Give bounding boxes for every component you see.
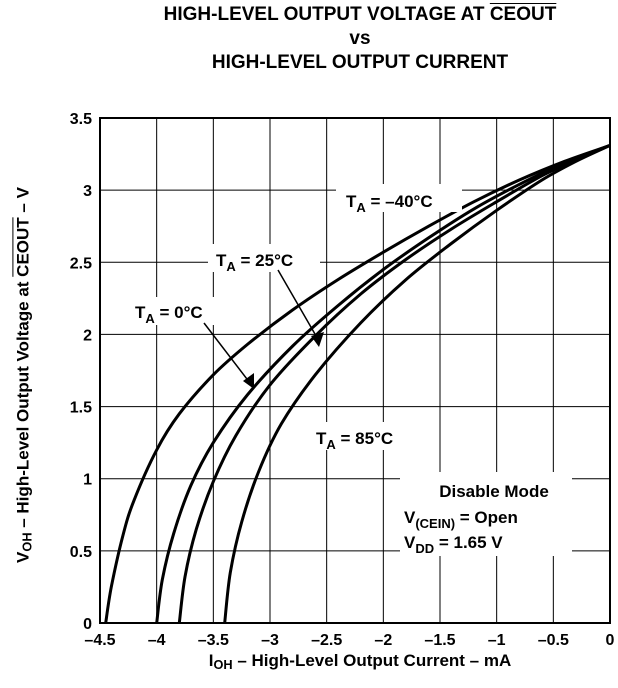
chart-curves xyxy=(104,143,611,624)
x-tick-label: –1.5 xyxy=(424,632,455,649)
series-line-1 xyxy=(155,143,611,624)
x-tick-label: –4 xyxy=(148,632,166,649)
x-tick-label: –0.5 xyxy=(538,632,569,649)
chart-title-line2: vs xyxy=(349,28,371,49)
x-tick-label: –3 xyxy=(261,632,279,649)
series-line-2 xyxy=(177,144,611,624)
y-tick-label: 1.5 xyxy=(70,400,92,417)
y-tick-label: 2.5 xyxy=(70,255,92,272)
series-line-3 xyxy=(223,144,611,624)
arrow-head-t25 xyxy=(311,332,324,347)
annotation-mode: Disable Mode xyxy=(439,482,549,501)
chart-title-line3: HIGH-LEVEL OUTPUT CURRENT xyxy=(211,52,509,73)
series-line-0 xyxy=(104,143,611,624)
y-axis-label: VOH – High-Level Output Voltage at CEOUT… xyxy=(13,187,35,563)
x-tick-label: –1 xyxy=(488,632,506,649)
chart-title-line1: HIGH-LEVEL OUTPUT VOLTAGE AT CEOUT xyxy=(163,4,557,25)
series-label-t25: TA = 25°C xyxy=(216,251,293,274)
arrow-t25 xyxy=(277,269,320,342)
y-tick-label: 3 xyxy=(83,183,92,200)
series-label-t0: TA = 0°C xyxy=(135,303,203,326)
x-tick-label: –3.5 xyxy=(198,632,229,649)
x-axis-label: IOH – High-Level Output Current – mA xyxy=(208,651,512,673)
y-tick-label: 2 xyxy=(83,327,92,344)
x-tick-label: –2 xyxy=(374,632,392,649)
chart-ticks: –4.5 –4 –3.5 –3 –2.5 –2 –1.5 –1 –0.5 0 0 0.5 1 1.5 2 2.… xyxy=(70,111,615,649)
x-tick-label: –4.5 xyxy=(84,632,115,649)
y-tick-label: 1 xyxy=(83,472,92,489)
arrow-t0 xyxy=(203,322,251,384)
x-tick-label: –2.5 xyxy=(311,632,342,649)
y-tick-label: 0.5 xyxy=(70,544,92,561)
series-label-t85: TA = 85°C xyxy=(316,429,393,452)
x-tick-label: 0 xyxy=(606,632,615,649)
series-label-neg40: TA = –40°C xyxy=(346,192,433,215)
arrow-head-t0 xyxy=(243,373,254,389)
annotation-vdd: VDD = 1.65 V xyxy=(404,533,503,556)
annotation-cein: V(CEIN) = Open xyxy=(404,508,518,531)
y-tick-label: 0 xyxy=(83,616,92,633)
plot-frame xyxy=(99,117,611,624)
y-tick-label: 3.5 xyxy=(70,111,92,128)
